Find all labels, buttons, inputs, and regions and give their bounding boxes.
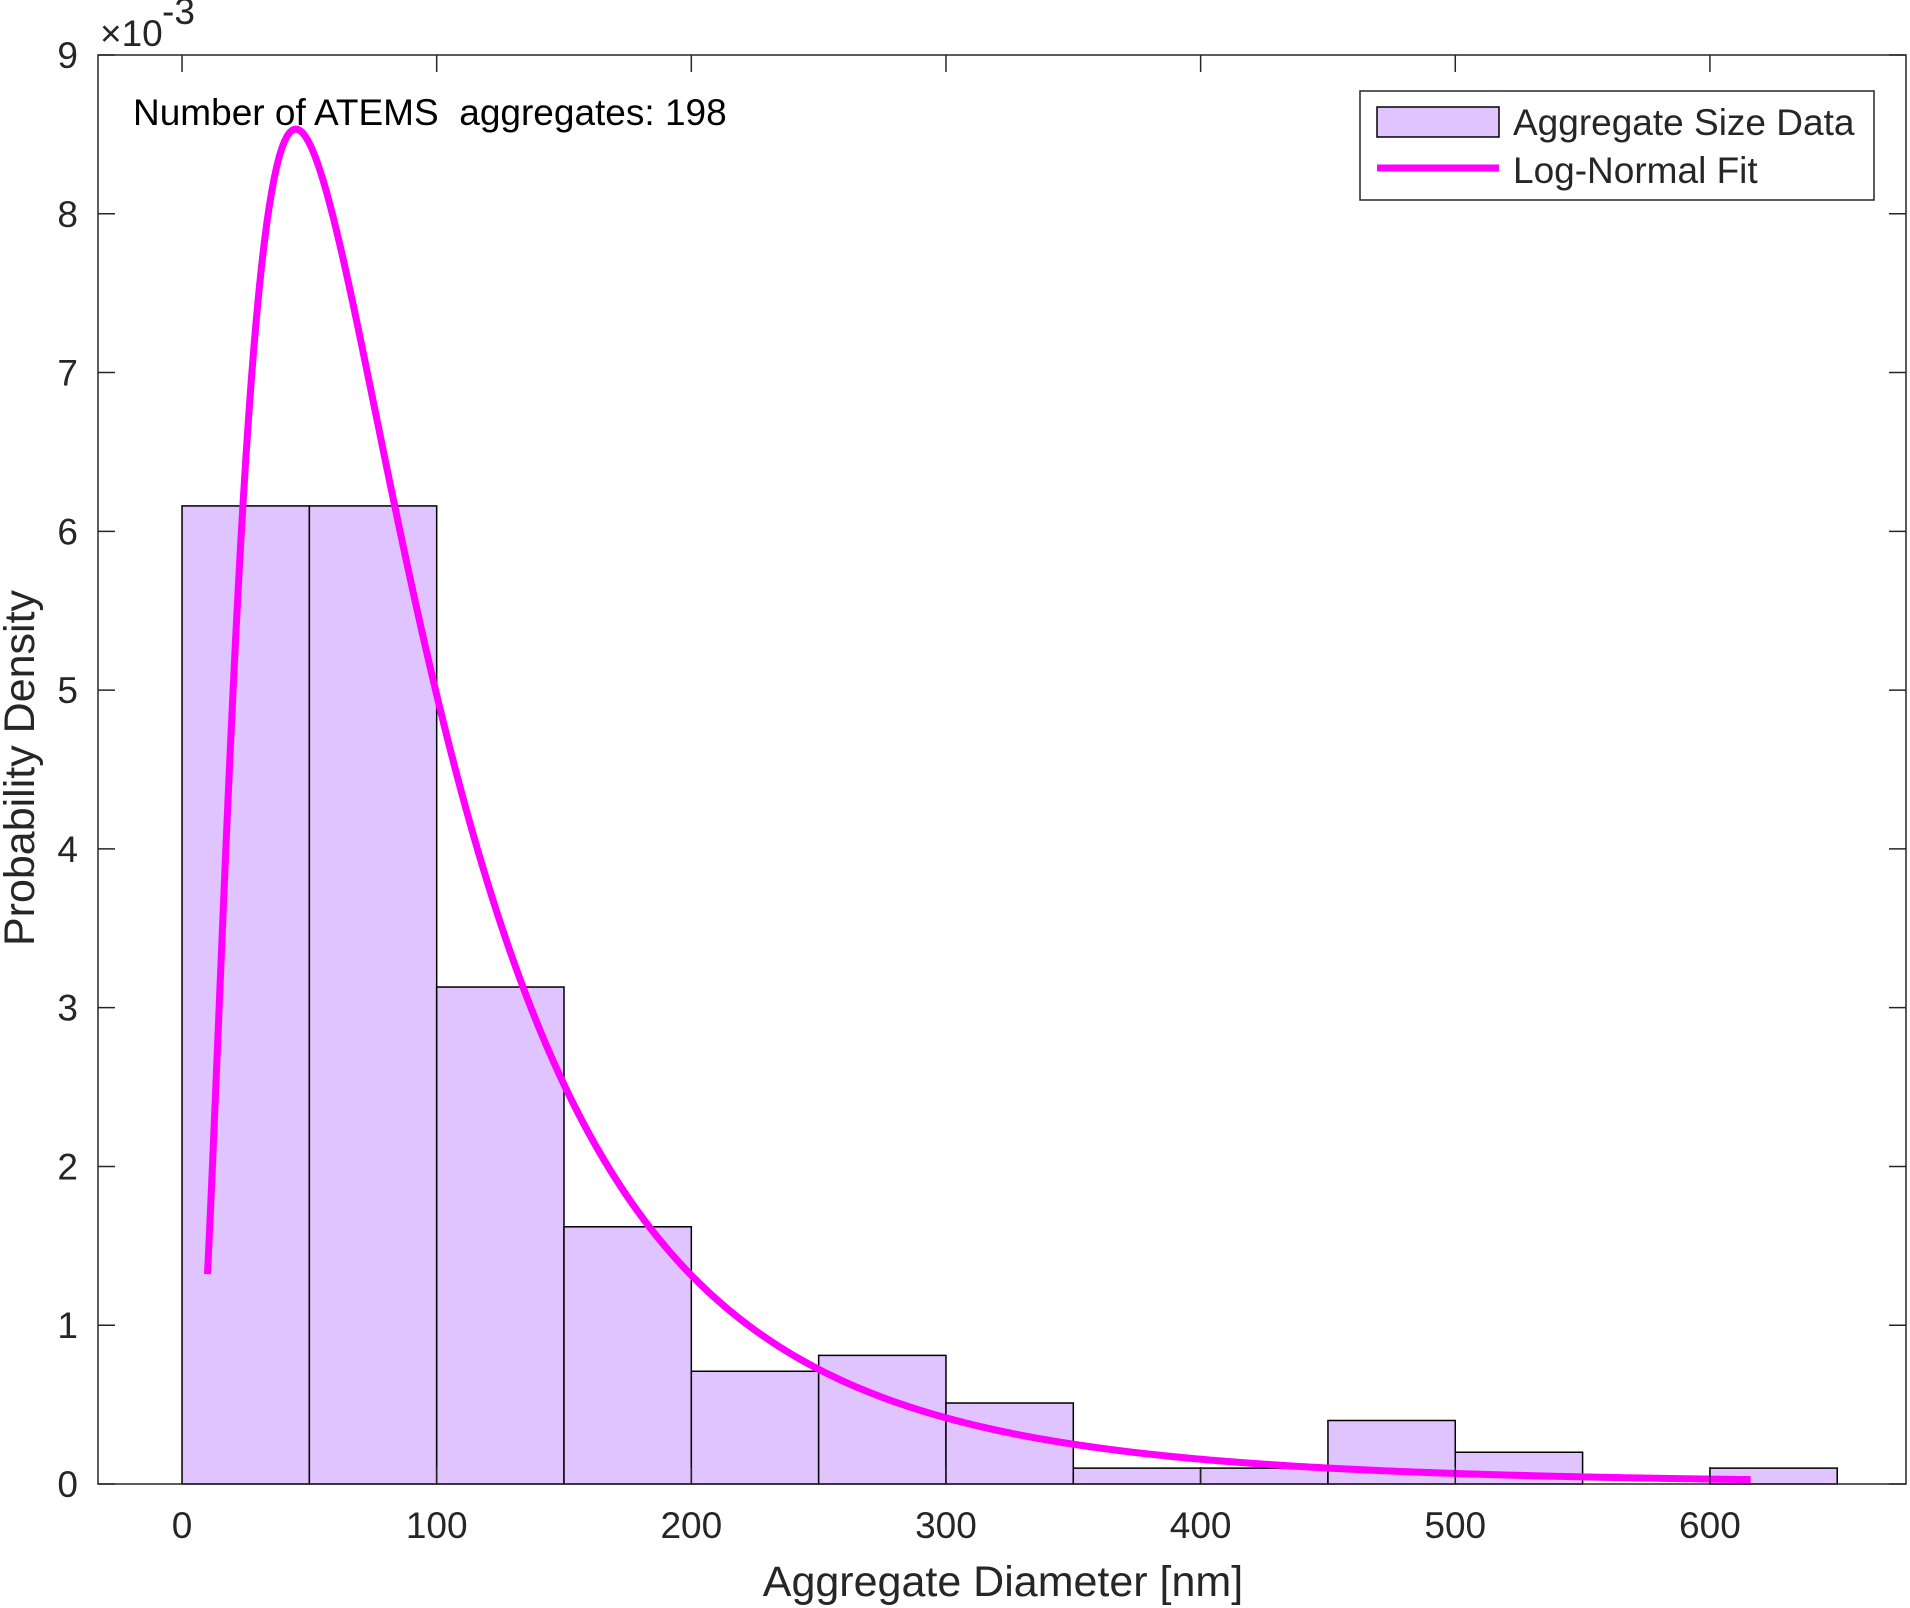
axes-box — [97, 54, 1907, 1485]
histogram-bar — [308, 505, 438, 1485]
x-axis-label: Aggregate Diameter [nm] — [763, 1558, 1243, 1606]
y-tick-label: 9 — [57, 35, 78, 76]
y-exponent-power: -3 — [162, 0, 195, 32]
y-tick-label: 1 — [57, 1305, 78, 1346]
x-tick-label: 0 — [172, 1505, 193, 1546]
y-tick-label: 0 — [57, 1464, 78, 1505]
lognormal-fit-curve — [204, 125, 1752, 1484]
legend: Aggregate Size Data Log-Normal Fit — [1359, 90, 1875, 201]
y-tick-label: 7 — [57, 353, 78, 394]
y-tick-label: 5 — [57, 670, 78, 711]
legend-swatch-histogram — [1376, 106, 1500, 138]
histogram-bar — [1072, 1467, 1202, 1485]
y-exponent-base: ×10 — [100, 13, 163, 54]
y-axis-label: Probability Density — [0, 589, 44, 946]
histogram-bar — [435, 986, 565, 1485]
histogram-bar — [690, 1370, 820, 1485]
x-tick-label: 200 — [660, 1505, 722, 1546]
histogram-bars — [181, 505, 1838, 1485]
axis-ticks — [98, 54, 1906, 1485]
x-tick-label: 100 — [406, 1505, 468, 1546]
histogram-bar — [1199, 1467, 1329, 1485]
y-tick-label: 4 — [57, 829, 78, 870]
histogram-bar — [817, 1354, 947, 1485]
x-tick-label: 500 — [1424, 1505, 1486, 1546]
y-tick-label: 6 — [57, 511, 78, 552]
legend-label-histogram: Aggregate Size Data — [1513, 102, 1855, 143]
aggregate-count-annotation: Number of ATEMS aggregates: 198 — [133, 92, 727, 133]
y-tick-label: 2 — [57, 1146, 78, 1187]
histogram-bar — [563, 1226, 693, 1485]
x-tick-label: 600 — [1679, 1505, 1741, 1546]
y-tick-label: 8 — [57, 194, 78, 235]
legend-label-fit: Log-Normal Fit — [1513, 150, 1758, 191]
histogram-bar — [181, 505, 311, 1485]
tick-labels: 0 100 200 300 400 500 600 0 1 2 3 4 5 6 7 8 9 — [57, 35, 1740, 1546]
x-tick-label: 400 — [1170, 1505, 1232, 1546]
x-tick-label: 300 — [915, 1505, 977, 1546]
y-tick-label: 3 — [57, 988, 78, 1029]
